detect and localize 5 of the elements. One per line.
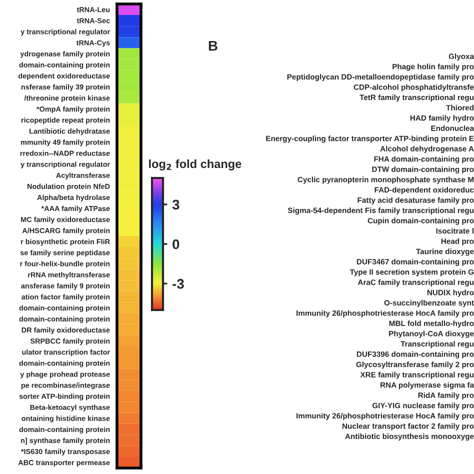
color-bar-title: log$_{2}$ fold change — [149, 159, 242, 170]
color-bar-label: -3 — [172, 278, 184, 289]
color-bar-label: 3 — [172, 200, 180, 210]
text: B — [208, 41, 218, 51]
color-bar-label: 0 — [172, 239, 180, 250]
